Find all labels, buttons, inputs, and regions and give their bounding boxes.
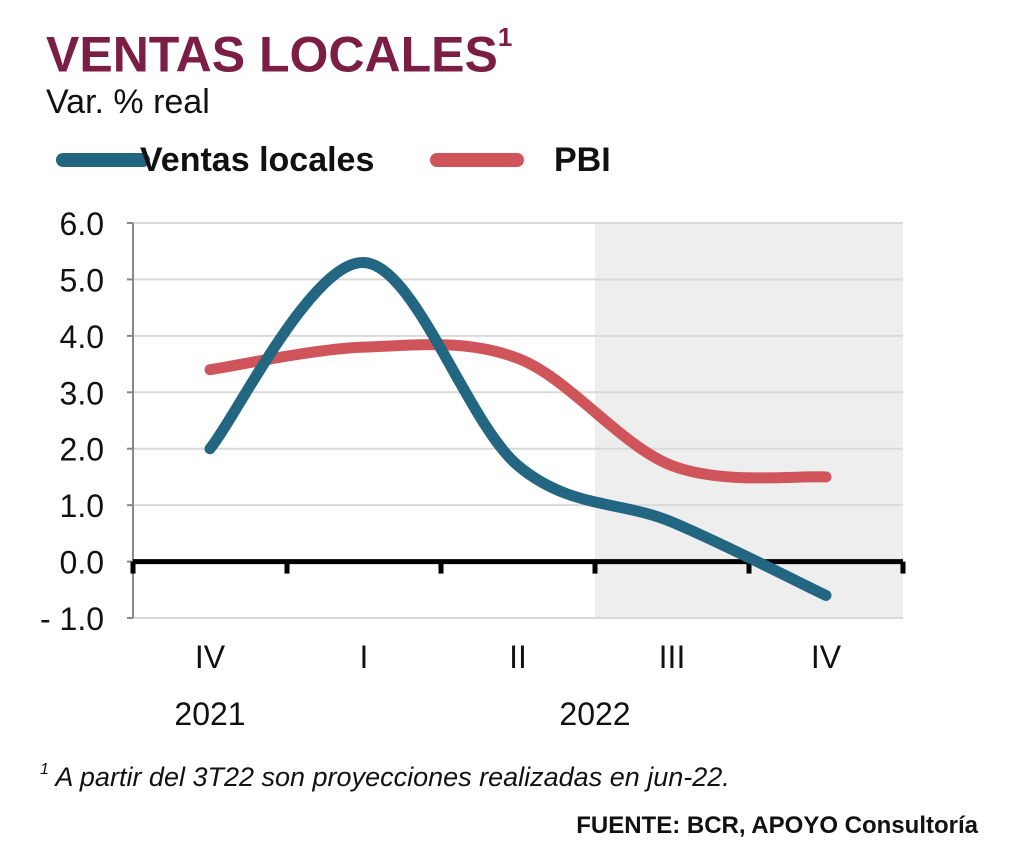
series-line-ventas-locales xyxy=(204,256,832,601)
year-label: 2021 xyxy=(174,696,245,732)
legend-swatch-pbi xyxy=(430,153,524,167)
chart-subtitle: Var. % real xyxy=(46,83,210,121)
y-tick-label: - 1.0 xyxy=(40,601,104,637)
y-tick-label: 2.0 xyxy=(60,432,104,468)
x-tick-label: I xyxy=(360,639,369,675)
title-footnote-marker: 1 xyxy=(497,22,513,52)
y-tick-label: 1.0 xyxy=(60,488,104,524)
legend-label-ventas: Ventas locales xyxy=(140,141,375,179)
y-tick-label: 3.0 xyxy=(60,375,104,411)
y-tick-label: 4.0 xyxy=(60,319,104,355)
footnote-text: A partir del 3T22 son proyecciones reali… xyxy=(55,762,730,792)
x-tick-label: III xyxy=(659,639,686,675)
y-tick-label: 6.0 xyxy=(60,206,104,242)
footnote: 1 A partir del 3T22 son proyecciones rea… xyxy=(40,755,730,794)
legend: Ventas locales PBI xyxy=(40,140,740,182)
source-note: FUENTE: BCR, APOYO Consultoría xyxy=(576,812,978,839)
x-tick-label: II xyxy=(509,639,527,675)
footnote-marker: 1 xyxy=(40,761,49,778)
legend-swatch-ventas xyxy=(56,153,150,167)
x-tick-label: IV xyxy=(811,639,842,675)
x-tick-label: IV xyxy=(195,639,226,675)
y-tick-label: 0.0 xyxy=(60,545,104,581)
year-label: 2022 xyxy=(559,696,630,732)
legend-label-pbi: PBI xyxy=(554,141,611,179)
chart-title-text: VENTAS LOCALES xyxy=(46,26,498,83)
y-tick-label: 5.0 xyxy=(60,262,104,298)
chart-title: VENTAS LOCALES1 xyxy=(46,10,512,90)
